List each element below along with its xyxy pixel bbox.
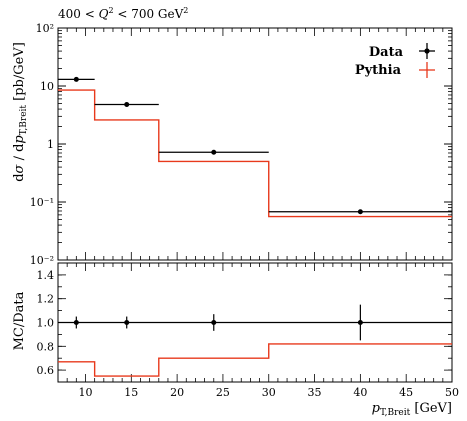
legend: Data Pythia bbox=[355, 43, 435, 78]
data-ratio-point bbox=[357, 320, 363, 325]
legend-label-pythia: Pythia bbox=[355, 63, 402, 78]
main-y-axis-label: dσ / dpT,Breit [pb/GeV] bbox=[12, 42, 29, 182]
pythia-histogram bbox=[58, 89, 452, 218]
x-tick-label: 10 bbox=[78, 386, 92, 399]
ratio-y-tick-label: 1.0 bbox=[37, 317, 55, 330]
x-tick-label: 25 bbox=[216, 386, 230, 399]
ratio-y-tick-label: 0.6 bbox=[37, 364, 55, 377]
y-tick-label: 1 bbox=[47, 138, 54, 151]
legend-marker-data bbox=[419, 43, 435, 59]
main-panel: 10² 10 1 10⁻¹ 10⁻² bbox=[30, 22, 453, 267]
y-tick-label: 10 bbox=[40, 80, 54, 93]
data-ratio-point bbox=[73, 320, 79, 325]
ratio-y-tick-label: 1.2 bbox=[37, 293, 55, 306]
ratio-y-tick-label: 1.4 bbox=[37, 269, 55, 282]
legend-label-data: Data bbox=[369, 45, 404, 60]
data-point bbox=[357, 209, 363, 215]
x-axis-label: pT,Breit [GeV] bbox=[372, 401, 452, 418]
x-tick-label: 40 bbox=[353, 386, 367, 399]
y-tick-label: 10² bbox=[36, 22, 54, 35]
x-tick-label: 45 bbox=[399, 386, 413, 399]
x-tick-label: 15 bbox=[124, 386, 138, 399]
data-point bbox=[211, 149, 217, 155]
x-tick-label: 20 bbox=[170, 386, 184, 399]
y-tick-label: 10⁻¹ bbox=[30, 196, 54, 209]
x-tick-label: 50 bbox=[445, 386, 459, 399]
x-tick-label: 30 bbox=[262, 386, 276, 399]
x-tick-label: 35 bbox=[308, 386, 322, 399]
ratio-y-axis-label: MC/Data bbox=[12, 291, 27, 350]
svg-text:dσ / dpT,Breit [pb/GeV]: dσ / dpT,Breit [pb/GeV] bbox=[12, 42, 29, 182]
legend-marker-pythia bbox=[419, 62, 435, 78]
data-point bbox=[124, 101, 130, 107]
data-ratio-point bbox=[124, 320, 130, 325]
main-title: 400 < Q2 < 700 GeV2 bbox=[58, 6, 188, 21]
data-point bbox=[73, 76, 79, 82]
y-tick-label: 10⁻² bbox=[30, 254, 54, 267]
pythia-ratio-histogram bbox=[58, 343, 452, 377]
ratio-panel: 0.6 0.8 1.0 1.2 1.4 10 15 20 25 30 35 40 45 50 bbox=[37, 262, 459, 399]
ratio-y-tick-label: 0.8 bbox=[37, 340, 55, 353]
data-ratio-point bbox=[211, 320, 217, 325]
